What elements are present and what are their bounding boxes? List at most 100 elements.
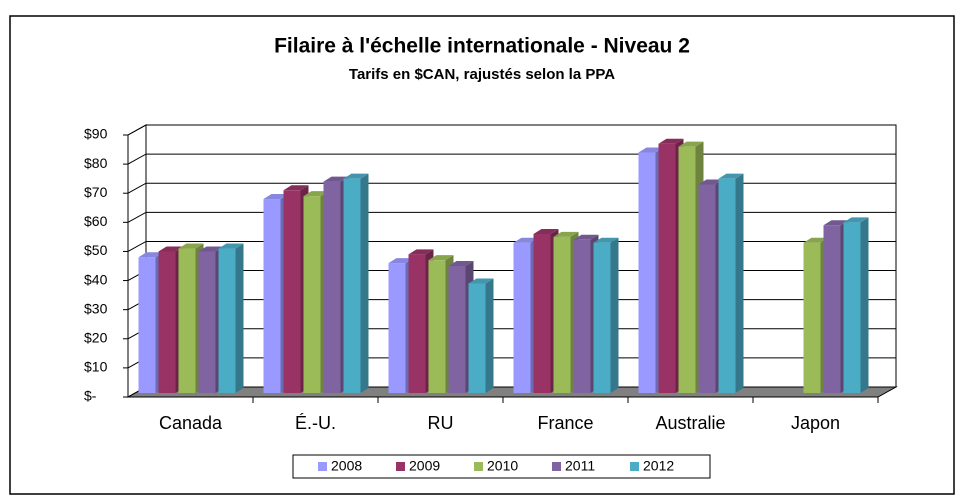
bar-front	[573, 239, 591, 393]
bar-top	[678, 141, 704, 147]
bar-front	[513, 242, 531, 393]
bar-top	[843, 217, 869, 223]
chart-subtitle: Tarifs en $CAN, rajustés selon la PPA	[349, 66, 615, 83]
bar-top	[198, 246, 224, 252]
bar-top	[138, 252, 164, 258]
bar-front	[658, 143, 676, 393]
bar-front	[178, 248, 196, 393]
y-tick-label: $20	[84, 329, 108, 345]
bar-top	[448, 261, 474, 266]
legend-swatch	[318, 462, 327, 471]
bar-side	[860, 217, 869, 393]
bar-front	[198, 251, 216, 393]
bar-front	[448, 266, 466, 393]
bar-front	[388, 263, 406, 393]
bar-top	[263, 194, 289, 200]
bar-front	[408, 254, 426, 393]
bar-side	[610, 237, 619, 393]
bar-top	[553, 231, 579, 237]
bar-top	[658, 138, 684, 144]
legend-label: 2009	[409, 458, 440, 474]
x-tick-label: Canada	[159, 413, 223, 433]
bar-front	[533, 233, 551, 393]
x-tick-label: Australie	[655, 413, 725, 433]
bar	[218, 243, 244, 393]
bar-top	[283, 185, 309, 191]
bar	[343, 173, 369, 393]
bar-front	[158, 251, 176, 393]
bar-front	[428, 260, 446, 393]
bar-front	[678, 146, 696, 393]
y-tick-label: $60	[84, 213, 108, 229]
x-tick-label: É.-U.	[295, 413, 336, 433]
bar-front	[593, 242, 611, 393]
bar-top	[803, 237, 829, 243]
legend-swatch	[630, 462, 639, 471]
y-tick-label: $80	[84, 155, 108, 171]
bar-top	[218, 243, 244, 249]
legend-swatch	[474, 462, 483, 471]
bar-front	[823, 225, 841, 393]
y-tick-label: $10	[84, 359, 108, 375]
bar	[718, 173, 744, 393]
bar-front	[303, 196, 321, 393]
y-tick-label: $40	[84, 271, 108, 287]
legend-swatch	[396, 462, 405, 471]
bar-top	[513, 237, 539, 243]
bar	[593, 237, 619, 393]
bar-front	[218, 248, 236, 393]
legend-box	[292, 454, 711, 479]
bar-front	[283, 190, 301, 393]
bar-front	[803, 242, 821, 393]
bar-top	[823, 220, 849, 226]
y-tick-label: $50	[84, 242, 108, 258]
bar-top	[718, 173, 744, 179]
bar-top	[388, 258, 414, 264]
bar-side	[735, 173, 744, 393]
bar-front	[138, 257, 156, 393]
x-tick-label: France	[537, 413, 593, 433]
bar-side	[235, 243, 244, 393]
y-tick-label: $-	[84, 388, 97, 404]
bar-top	[468, 278, 494, 284]
legend-label: 2010	[487, 458, 518, 474]
bar-top	[158, 246, 184, 252]
bar-top	[178, 243, 204, 249]
bar-top	[428, 255, 454, 261]
bar-top	[303, 191, 329, 197]
bar-side	[485, 278, 494, 393]
bar-front	[553, 236, 571, 393]
legend-label: 2012	[643, 458, 674, 474]
y-tick-label: $30	[84, 300, 108, 316]
bar	[468, 278, 494, 393]
grid-line	[127, 124, 896, 136]
bar-front	[638, 152, 656, 393]
bar-front	[263, 199, 281, 393]
x-tick-label: RU	[428, 413, 454, 433]
legend-swatch	[552, 462, 561, 471]
bar-top	[593, 237, 619, 243]
legend-label: 2011	[565, 458, 595, 474]
bar-top	[533, 228, 559, 234]
bar-top	[638, 147, 664, 153]
floor	[126, 386, 898, 398]
bar-top	[698, 179, 724, 185]
bar-front	[323, 181, 341, 393]
bar-front	[843, 222, 861, 393]
bar-side	[360, 173, 369, 393]
legend-label: 2008	[331, 458, 362, 474]
bar	[843, 217, 869, 393]
bar-top	[343, 173, 369, 179]
bar-top	[408, 249, 434, 255]
x-tick-label: Japon	[791, 413, 840, 433]
bar-front	[698, 184, 716, 393]
bar-front	[343, 178, 361, 393]
bar-front	[718, 178, 736, 393]
bar-front	[468, 283, 486, 393]
y-tick-label: $70	[84, 184, 108, 200]
bar-top	[323, 176, 349, 182]
y-tick-label: $90	[84, 126, 108, 142]
chart-title: Filaire à l'échelle internationale - Niv…	[274, 35, 690, 58]
